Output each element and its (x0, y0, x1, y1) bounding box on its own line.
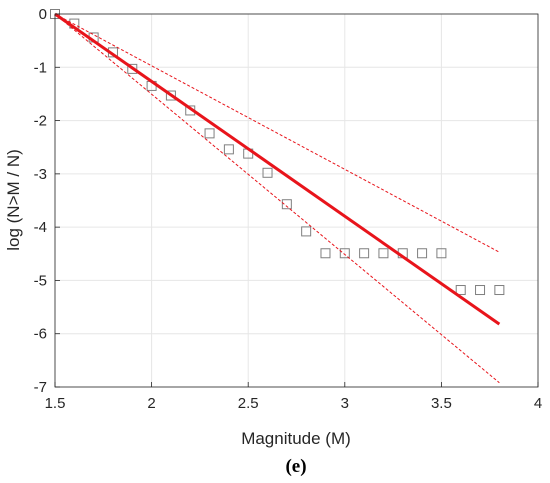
y-tick-label: -5 (34, 272, 47, 289)
x-axis-label: Magnitude (M) (241, 429, 351, 448)
plot-area (55, 14, 538, 387)
y-tick-label: -6 (34, 326, 47, 343)
y-tick-label: -3 (34, 166, 47, 183)
x-tick-label: 4 (534, 395, 542, 412)
x-tick-label: 2.5 (238, 395, 259, 412)
data-point-marker (339, 248, 350, 259)
y-tick-label: -7 (34, 379, 47, 396)
data-point-marker (127, 63, 138, 74)
data-point-marker (494, 285, 505, 296)
data-point-marker (417, 248, 428, 259)
series-layer (50, 9, 505, 384)
x-tick-label: 1.5 (45, 395, 66, 412)
ticks: 1.5 2 2.5 3 3.5 4 0 -1 -2 -3 -4 -5 -6 -7 (34, 6, 543, 412)
data-point-marker (378, 248, 389, 259)
x-tick-label: 2 (147, 395, 155, 412)
data-point-marker (359, 248, 370, 259)
data-point-marker (475, 285, 486, 296)
plot-frame (54, 13, 539, 388)
confidence-bound-line (54, 13, 500, 253)
data-point-marker (281, 199, 292, 210)
y-axis-label: log (N>M / N) (4, 149, 23, 251)
fit-line (54, 12, 501, 326)
data-point-marker (262, 167, 273, 178)
data-point-marker (223, 144, 234, 155)
data-point-marker (320, 248, 331, 259)
y-tick-label: -4 (34, 219, 47, 236)
y-tick-label: -1 (34, 59, 47, 76)
x-tick-label: 3.5 (431, 395, 452, 412)
x-tick-label: 3 (341, 395, 349, 412)
data-point-marker (455, 285, 466, 296)
data-point-marker (204, 128, 215, 139)
data-point-marker (301, 226, 312, 237)
confidence-bound-line (54, 13, 500, 384)
y-tick-label: 0 (39, 6, 47, 23)
panel-label: (e) (285, 456, 306, 477)
data-point-marker (436, 248, 447, 259)
y-tick-label: -2 (34, 113, 47, 130)
data-point-marker (165, 90, 176, 101)
